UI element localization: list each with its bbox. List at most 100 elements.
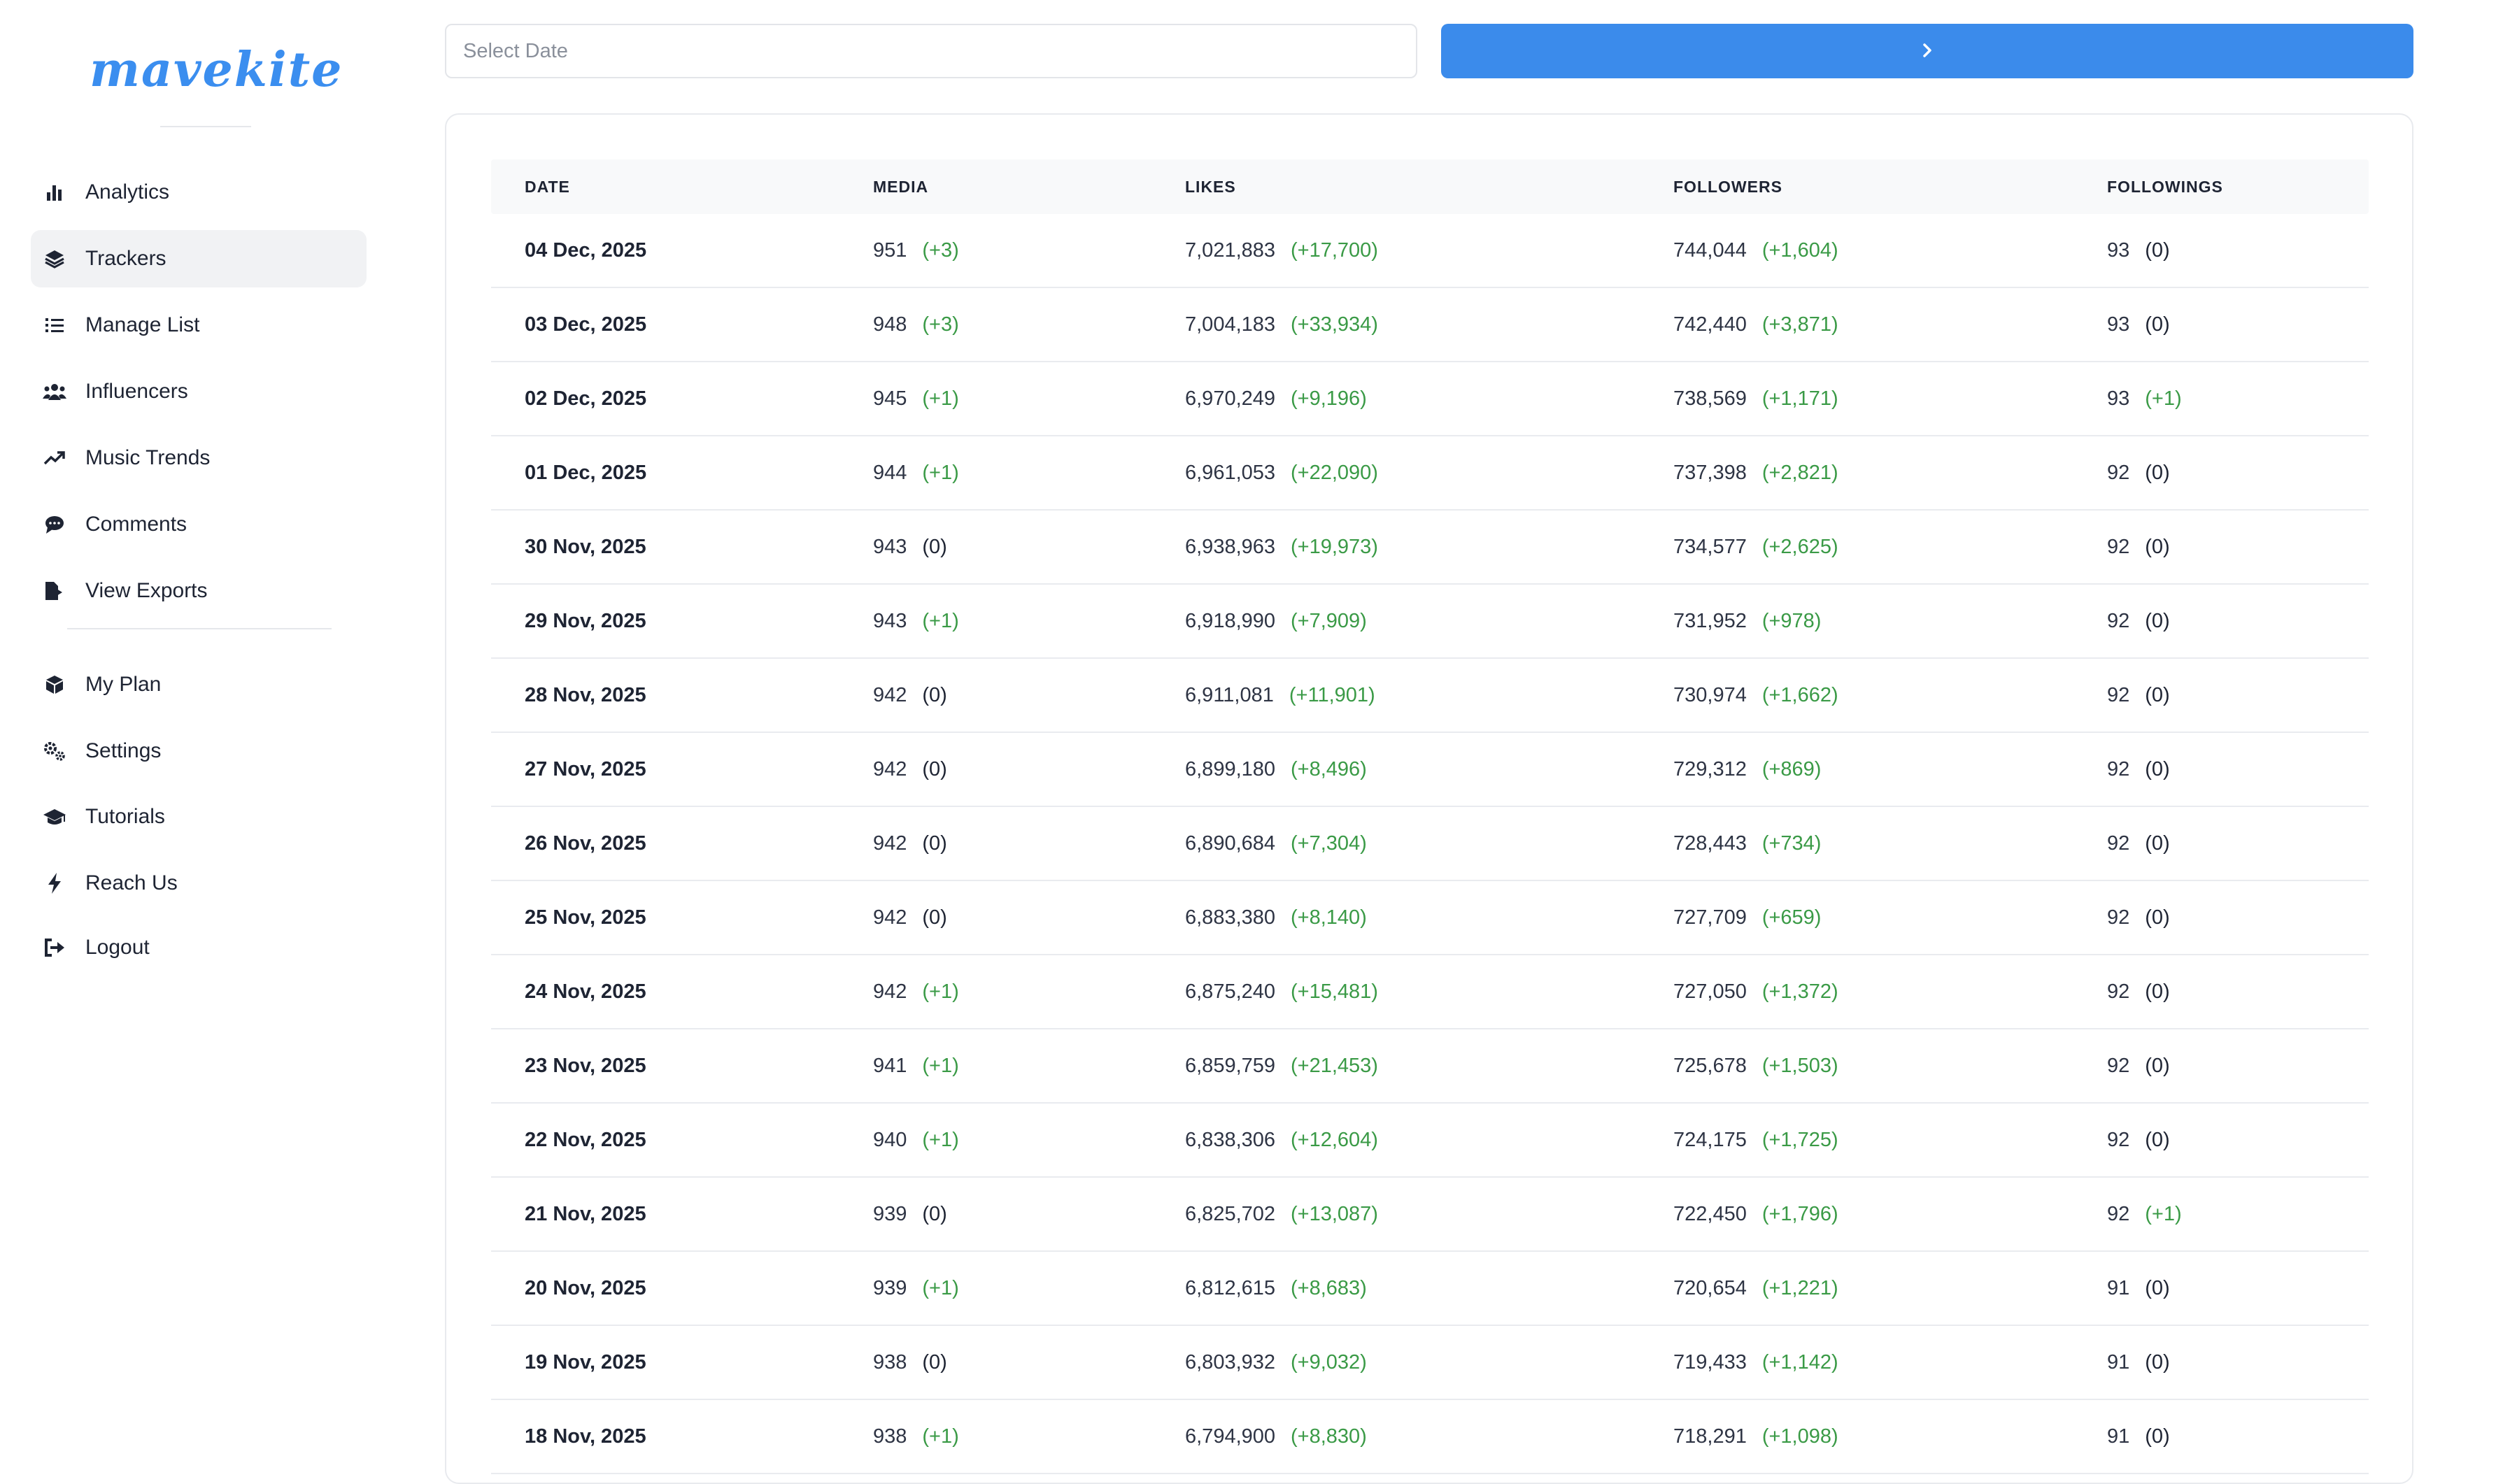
- sidebar-item-manage-list[interactable]: Manage List: [31, 297, 367, 354]
- followings-cell: 92 (0): [2107, 906, 2170, 929]
- media-delta: (+1): [922, 1054, 959, 1077]
- media-value: 943: [873, 535, 907, 558]
- media-cell: 942 (0): [873, 758, 947, 781]
- table-row[interactable]: 03 Dec, 2025 948 (+3) 7,004,183 (+33,934) 742…: [491, 288, 2369, 362]
- table-row[interactable]: 25 Nov, 2025 942 (0) 6,883,380 (+8,140) 727,7…: [491, 881, 2369, 955]
- sidebar-item-my-plan[interactable]: My Plan: [31, 656, 367, 713]
- likes-value: 6,794,900: [1185, 1425, 1276, 1448]
- sidebar-item-label: Logout: [85, 936, 150, 959]
- likes-cell: 6,803,932 (+9,032): [1185, 1351, 1367, 1374]
- tracker-table: DATE MEDIA LIKES FOLLOWERS FOLLOWINGS 04…: [491, 159, 2369, 1474]
- table-row[interactable]: 04 Dec, 2025 951 (+3) 7,021,883 (+17,700) 744…: [491, 214, 2369, 288]
- column-header-followings[interactable]: FOLLOWINGS: [2107, 177, 2223, 196]
- sidebar-item-trackers[interactable]: Trackers: [31, 230, 367, 287]
- followers-cell: 724,175 (+1,725): [1673, 1129, 1838, 1152]
- table-row[interactable]: 02 Dec, 2025 945 (+1) 6,970,249 (+9,196) 738,…: [491, 362, 2369, 436]
- table-row[interactable]: 23 Nov, 2025 941 (+1) 6,859,759 (+21,453) 725…: [491, 1029, 2369, 1104]
- followings-value: 92: [2107, 1054, 2130, 1077]
- table-row[interactable]: 28 Nov, 2025 942 (0) 6,911,081 (+11,901) 730,…: [491, 659, 2369, 733]
- followings-cell: 92 (0): [2107, 1129, 2170, 1152]
- sidebar-item-view-exports[interactable]: View Exports: [31, 562, 367, 620]
- likes-delta: (+8,683): [1291, 1276, 1367, 1299]
- likes-cell: 6,825,702 (+13,087): [1185, 1203, 1378, 1226]
- table-row[interactable]: 21 Nov, 2025 939 (0) 6,825,702 (+13,087) 722,…: [491, 1178, 2369, 1252]
- likes-delta: (+15,481): [1291, 980, 1378, 1003]
- media-delta: (+1): [922, 1276, 959, 1299]
- likes-delta: (+17,700): [1291, 238, 1378, 262]
- sidebar-item-music-trends[interactable]: Music Trends: [31, 429, 367, 487]
- followers-cell: 727,709 (+659): [1673, 906, 1821, 929]
- followers-delta: (+1,725): [1761, 1128, 1838, 1151]
- likes-value: 6,918,990: [1185, 609, 1276, 632]
- media-value: 942: [873, 757, 907, 780]
- followings-cell: 91 (0): [2107, 1351, 2170, 1374]
- likes-delta: (+8,140): [1291, 906, 1367, 929]
- followers-delta: (+1,171): [1761, 387, 1838, 410]
- likes-cell: 6,838,306 (+12,604): [1185, 1129, 1378, 1152]
- column-header-followers[interactable]: FOLLOWERS: [1673, 177, 1782, 196]
- table-row[interactable]: 29 Nov, 2025 943 (+1) 6,918,990 (+7,909) 731,…: [491, 585, 2369, 659]
- date-picker-input[interactable]: [445, 24, 1417, 78]
- logout-icon: [42, 935, 67, 960]
- brand-logo[interactable]: mavekite: [90, 42, 343, 98]
- table-row[interactable]: 24 Nov, 2025 942 (+1) 6,875,240 (+15,481) 727…: [491, 955, 2369, 1029]
- date-cell: 28 Nov, 2025: [525, 683, 646, 706]
- followers-delta: (+1,142): [1761, 1350, 1838, 1374]
- table-row[interactable]: 20 Nov, 2025 939 (+1) 6,812,615 (+8,683) 720,…: [491, 1252, 2369, 1326]
- app-root: mavekite Analytics Trackers Manage List …: [31, 24, 2413, 1484]
- submit-date-button[interactable]: [1441, 24, 2413, 78]
- followers-value: 725,678: [1673, 1054, 1747, 1077]
- likes-delta: (+13,087): [1291, 1202, 1378, 1225]
- sidebar-item-label: My Plan: [85, 673, 162, 696]
- sidebar-item-label: Comments: [85, 513, 187, 536]
- date-cell: 27 Nov, 2025: [525, 757, 646, 780]
- column-header-media[interactable]: MEDIA: [873, 177, 929, 196]
- bolt-icon: [42, 871, 67, 896]
- likes-value: 6,838,306: [1185, 1128, 1276, 1151]
- column-header-likes[interactable]: LIKES: [1185, 177, 1236, 196]
- media-delta: (0): [922, 906, 947, 929]
- media-delta: (+1): [922, 1128, 959, 1151]
- table-row[interactable]: 01 Dec, 2025 944 (+1) 6,961,053 (+22,090) 737…: [491, 436, 2369, 511]
- sidebar-item-label: Trackers: [85, 247, 166, 270]
- media-delta: (0): [922, 1202, 947, 1225]
- likes-value: 6,812,615: [1185, 1276, 1276, 1299]
- followers-delta: (+1,503): [1761, 1054, 1838, 1077]
- table-row[interactable]: 22 Nov, 2025 940 (+1) 6,838,306 (+12,604) 724…: [491, 1104, 2369, 1178]
- table-row[interactable]: 26 Nov, 2025 942 (0) 6,890,684 (+7,304) 728,4…: [491, 807, 2369, 881]
- followers-delta: (+3,871): [1761, 313, 1838, 336]
- gears-icon: [42, 739, 67, 764]
- likes-cell: 6,961,053 (+22,090): [1185, 462, 1378, 485]
- followings-cell: 93 (0): [2107, 239, 2170, 262]
- date-cell: 03 Dec, 2025: [525, 313, 647, 336]
- followings-cell: 92 (0): [2107, 684, 2170, 707]
- followers-delta: (+1,604): [1761, 238, 1838, 262]
- table-row[interactable]: 27 Nov, 2025 942 (0) 6,899,180 (+8,496) 729,3…: [491, 733, 2369, 807]
- followers-cell: 719,433 (+1,142): [1673, 1351, 1838, 1374]
- followings-cell: 91 (0): [2107, 1425, 2170, 1448]
- chevron-right-icon: [1920, 41, 1934, 62]
- table-row[interactable]: 18 Nov, 2025 938 (+1) 6,794,900 (+8,830) 718,…: [491, 1400, 2369, 1474]
- likes-cell: 6,911,081 (+11,901): [1185, 684, 1375, 707]
- sidebar-item-comments[interactable]: Comments: [31, 496, 367, 553]
- followers-value: 744,044: [1673, 238, 1747, 262]
- table-row[interactable]: 19 Nov, 2025 938 (0) 6,803,932 (+9,032) 719,4…: [491, 1326, 2369, 1400]
- likes-cell: 6,918,990 (+7,909): [1185, 610, 1367, 633]
- sidebar-item-label: Influencers: [85, 380, 188, 403]
- sidebar-item-logout[interactable]: Logout: [31, 919, 367, 976]
- sidebar-item-label: Analytics: [85, 180, 170, 204]
- date-cell: 24 Nov, 2025: [525, 980, 646, 1003]
- sidebar-item-tutorials[interactable]: Tutorials: [31, 788, 367, 846]
- sidebar-item-reach-us[interactable]: Reach Us: [31, 855, 367, 912]
- trending-up-icon: [42, 445, 67, 471]
- followers-value: 737,398: [1673, 461, 1747, 484]
- sidebar-item-analytics[interactable]: Analytics: [31, 164, 367, 221]
- sidebar-item-influencers[interactable]: Influencers: [31, 363, 367, 420]
- followings-value: 92: [2107, 1128, 2130, 1151]
- date-cell: 02 Dec, 2025: [525, 387, 647, 410]
- table-row[interactable]: 30 Nov, 2025 943 (0) 6,938,963 (+19,973) 734,…: [491, 511, 2369, 585]
- date-cell: 25 Nov, 2025: [525, 906, 646, 929]
- likes-delta: (+12,604): [1291, 1128, 1378, 1151]
- sidebar-item-settings[interactable]: Settings: [31, 722, 367, 780]
- column-header-date[interactable]: DATE: [525, 177, 570, 196]
